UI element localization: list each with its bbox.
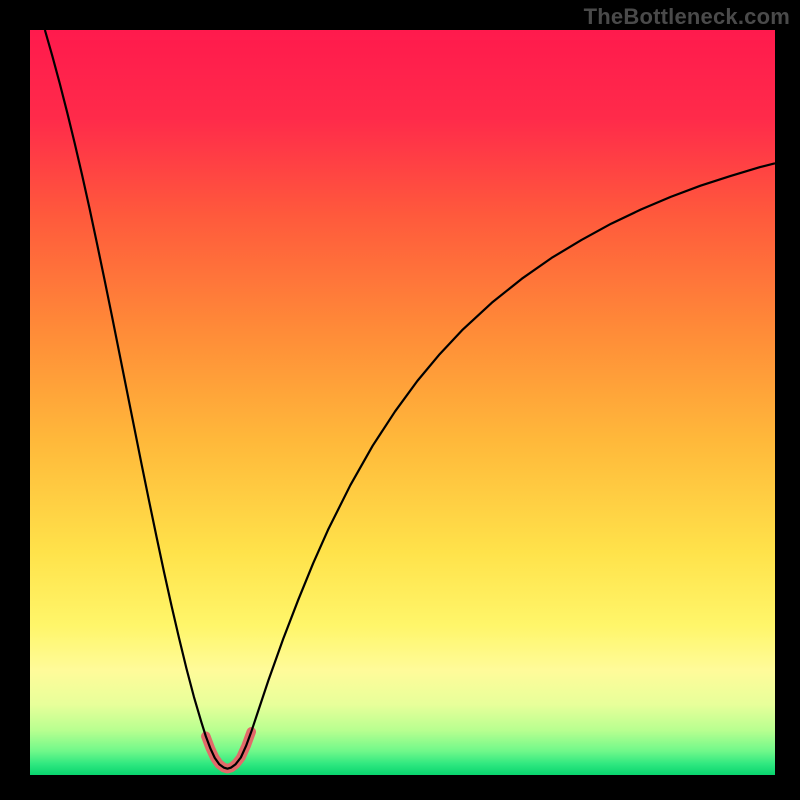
bottleneck-chart: [0, 0, 800, 800]
chart-stage: TheBottleneck.com: [0, 0, 800, 800]
watermark-text: TheBottleneck.com: [584, 4, 790, 30]
